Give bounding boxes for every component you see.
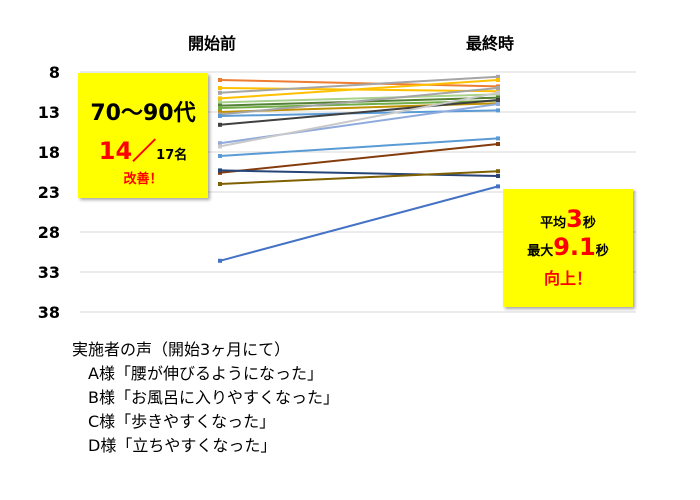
data-point <box>496 86 500 90</box>
max-gain-line: 最大9.1秒 <box>503 233 633 261</box>
y-tick-label: 33 <box>38 263 60 282</box>
series-line <box>218 142 500 175</box>
data-point <box>496 142 500 146</box>
data-point <box>496 95 500 100</box>
y-tick-label: 8 <box>49 63 60 82</box>
y-tick-label: 38 <box>38 303 60 322</box>
y-tick-label: 13 <box>38 103 60 122</box>
data-point <box>218 110 222 114</box>
max-prefix: 最大 <box>527 244 554 259</box>
data-point <box>496 169 500 174</box>
data-point <box>496 174 500 178</box>
data-point <box>218 106 222 110</box>
data-point <box>218 100 222 105</box>
series-line <box>218 168 500 178</box>
series-segment <box>219 185 499 262</box>
slash-separator: ／ <box>132 137 157 165</box>
data-point <box>218 144 222 149</box>
gain-callout: 平均3秒 最大9.1秒 向上！ <box>503 189 633 307</box>
voice-item: B様「お風呂に入りやすくなった」 <box>88 388 339 407</box>
y-tick-label: 18 <box>38 143 60 162</box>
average-value: 3 <box>566 205 583 233</box>
series-segment <box>219 79 499 100</box>
series-segment <box>219 169 499 177</box>
data-point <box>218 103 222 108</box>
data-point <box>218 114 222 118</box>
series-segment <box>219 91 499 148</box>
age-range-label: 70〜90代 <box>90 101 196 126</box>
series-segment <box>219 87 499 116</box>
total-count: 17名 <box>156 148 188 163</box>
improvement-callout: 70〜90代 14／17名 改善！ <box>78 73 208 198</box>
series-line <box>218 184 500 263</box>
y-tick-label: 28 <box>38 223 60 242</box>
voices-title: 実施者の声（開始3ヶ月にて） <box>72 340 291 359</box>
average-gain-line: 平均3秒 <box>503 205 633 233</box>
series-line <box>218 74 500 95</box>
series-segment <box>219 143 499 174</box>
y-tick-label: 23 <box>38 183 60 202</box>
data-point <box>218 258 222 263</box>
data-point <box>496 98 500 102</box>
improved-count: 14 <box>98 137 133 165</box>
data-point <box>496 184 500 189</box>
data-point <box>496 136 500 141</box>
data-point <box>496 108 500 113</box>
data-point <box>218 141 222 146</box>
data-point <box>496 102 500 106</box>
data-point <box>218 86 222 90</box>
participant-voices: 実施者の声（開始3ヶ月にて） A様「腰が伸びるようになった」 B様「お風呂に入り… <box>72 338 339 458</box>
series-line <box>218 136 500 158</box>
series-segment <box>219 137 499 157</box>
data-point <box>218 96 222 101</box>
voice-item: C様「歩きやすくなった」 <box>88 412 276 431</box>
category-label-before: 開始前 <box>188 34 237 53</box>
data-point <box>218 154 222 158</box>
series-line <box>218 169 500 186</box>
voice-item: A様「腰が伸びるようになった」 <box>88 364 323 383</box>
y-axis-tick-labels: 8 13 18 23 28 33 38 <box>38 63 60 322</box>
data-point <box>496 90 500 95</box>
data-point <box>496 74 500 79</box>
max-unit: 秒 <box>595 244 609 259</box>
voice-item: D様「立ちやすくなった」 <box>88 436 277 455</box>
series-lines <box>218 74 500 263</box>
average-unit: 秒 <box>582 216 596 231</box>
gain-label: 向上！ <box>543 269 592 288</box>
data-point <box>218 122 222 127</box>
series-segment <box>219 75 499 94</box>
series-segment <box>219 93 499 104</box>
series-segment <box>219 99 499 126</box>
data-point <box>218 90 222 95</box>
series-line <box>218 78 500 101</box>
series-segment <box>219 79 499 88</box>
data-point <box>496 78 500 82</box>
category-label-final: 最終時 <box>466 34 515 53</box>
data-point <box>218 170 222 175</box>
data-point <box>218 168 222 173</box>
average-prefix: 平均 <box>540 216 567 231</box>
max-value: 9.1 <box>553 233 596 261</box>
improved-count-line: 14／17名 <box>78 131 208 166</box>
series-line <box>218 98 500 127</box>
series-line <box>218 90 500 149</box>
data-point <box>218 182 222 186</box>
data-point <box>218 78 222 82</box>
series-segment <box>219 170 499 185</box>
improved-label: 改善！ <box>123 172 163 187</box>
